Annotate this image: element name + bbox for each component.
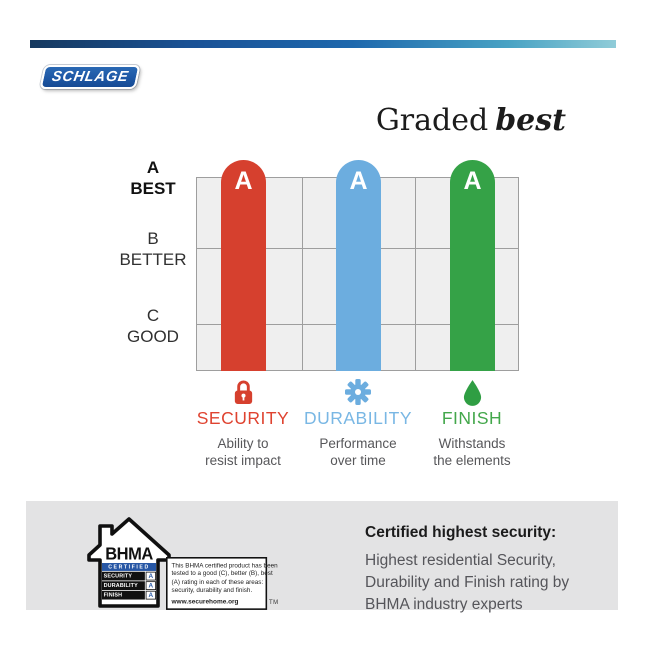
category-name: SECURITY [196,408,290,428]
category-description: Performance over time [319,436,397,469]
top-gradient-rule [30,40,616,48]
bar-grade: A [234,167,253,195]
grade-word: GOOD [127,327,179,346]
grid-vline [414,178,416,370]
certification-heading: Certified highest security: [365,524,557,541]
title-prefix: Graded [375,103,489,138]
certification-text: Certified highest security: Highest resi… [365,524,569,616]
bhma-certified-logo: BHMA CERTIFIED SECURITY A DURABILITY A F… [87,517,171,608]
y-axis-label-a-best: A BEST [108,157,198,199]
bhma-ratings-block: CERTIFIED SECURITY A DURABILITY A FINISH… [102,563,156,600]
bar-durability: A [336,160,381,371]
schlage-logo: SCHLAGE [39,65,141,89]
trademark-symbol: TM [269,600,279,606]
grade-word: BETTER [119,250,187,269]
bar-security: A [221,160,266,371]
category-description: Ability to resist impact [205,436,281,469]
title-emphasis: best [495,103,566,138]
category-durability: DURABILITY Performance over time [293,377,423,470]
certification-body: Highest residential Security, Durability… [365,552,570,613]
category-security: SECURITY Ability to resist impact [178,377,308,470]
bar-finish: A [450,160,495,371]
bhma-certified-bar: CERTIFIED [102,563,156,571]
bhma-disclaimer-box: This BHMA certified product has been tes… [166,557,278,610]
droplet-icon [407,377,537,406]
category-name: FINISH [441,408,503,428]
category-finish: FINISH Withstands the elements [407,377,537,470]
gear-icon [293,377,423,406]
bhma-rating-row-finish: FINISH A [102,590,156,600]
page-title: Graded best [376,103,566,138]
y-axis-label-b-better: B BETTER [108,228,198,270]
grid-vline [301,178,303,370]
grade-letter: C [146,306,160,325]
bhma-rating-row-durability: DURABILITY A [102,581,156,590]
category-description: Withstands the elements [433,436,511,469]
y-axis-label-c-good: C GOOD [108,305,198,347]
securehome-url: www.securehome.org [171,597,239,605]
bar-grade: A [463,167,482,195]
bhma-rating-row-security: SECURITY A [102,571,156,581]
grade-letter: B [147,229,159,248]
grade-word: BEST [130,179,176,198]
category-name: DURABILITY [303,408,413,428]
bar-grade: A [349,167,368,195]
lock-icon [178,377,308,406]
bhma-wordmark: BHMA [105,544,153,564]
grade-letter: A [146,158,160,177]
schlage-logo-text: SCHLAGE [50,69,130,85]
